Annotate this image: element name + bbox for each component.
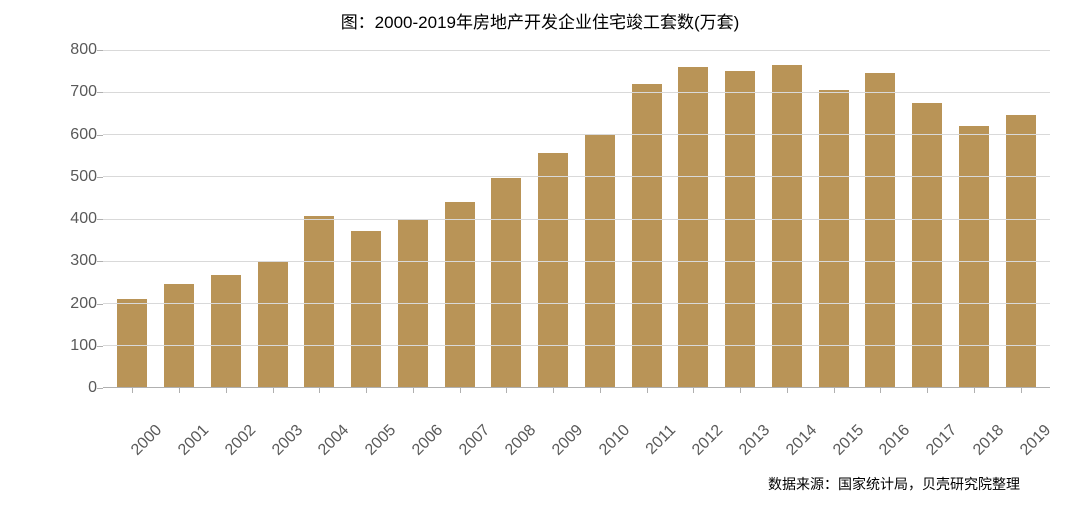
x-tick-mark — [740, 387, 741, 393]
x-tick-label: 2016 — [876, 422, 914, 460]
x-tick-label: 2000 — [128, 422, 166, 460]
data-source: 数据来源：国家统计局，贝壳研究院整理 — [768, 474, 1020, 494]
x-tick-mark — [553, 387, 554, 393]
bar — [164, 284, 194, 387]
x-tick-mark — [460, 387, 461, 393]
bar — [678, 67, 708, 387]
y-tick-mark — [97, 50, 103, 51]
x-tick-mark — [179, 387, 180, 393]
x-tick-label: 2006 — [409, 422, 447, 460]
x-tick-label: 2015 — [830, 422, 868, 460]
gridline — [103, 261, 1050, 262]
y-tick-label: 200 — [55, 295, 97, 313]
x-tick-mark — [600, 387, 601, 393]
gridline — [103, 176, 1050, 177]
x-tick-mark — [132, 387, 133, 393]
x-tick-mark — [974, 387, 975, 393]
bar — [725, 71, 755, 387]
gridline — [103, 345, 1050, 346]
bar — [538, 153, 568, 387]
y-tick-mark — [97, 177, 103, 178]
x-tick-mark — [693, 387, 694, 393]
plot-region: 2000200120022003200420052006200720082009… — [103, 50, 1050, 388]
chart-area: 2000200120022003200420052006200720082009… — [55, 50, 1050, 388]
x-tick-label: 2001 — [175, 422, 213, 460]
bar — [351, 231, 381, 387]
gridline — [103, 134, 1050, 135]
x-tick-label: 2014 — [783, 422, 821, 460]
bar — [211, 275, 241, 387]
x-tick-mark — [880, 387, 881, 393]
x-tick-label: 2004 — [315, 422, 353, 460]
bar — [117, 299, 147, 387]
bar — [1006, 115, 1036, 387]
x-tick-label: 2017 — [923, 422, 961, 460]
y-tick-label: 600 — [55, 126, 97, 144]
y-tick-mark — [97, 92, 103, 93]
y-tick-mark — [97, 135, 103, 136]
bar — [772, 65, 802, 387]
x-tick-mark — [927, 387, 928, 393]
y-tick-label: 0 — [55, 379, 97, 397]
x-tick-label: 2008 — [502, 422, 540, 460]
bar — [445, 202, 475, 387]
gridline — [103, 50, 1050, 51]
x-tick-label: 2012 — [689, 422, 727, 460]
x-tick-mark — [1021, 387, 1022, 393]
x-tick-mark — [226, 387, 227, 393]
gridline — [103, 219, 1050, 220]
bar — [959, 126, 989, 387]
y-tick-mark — [97, 219, 103, 220]
y-tick-label: 700 — [55, 83, 97, 101]
bar — [491, 178, 521, 387]
x-tick-label: 2013 — [736, 422, 774, 460]
bar — [304, 216, 334, 387]
x-tick-mark — [506, 387, 507, 393]
chart-title: 图：2000-2019年房地产开发企业住宅竣工套数(万套) — [0, 8, 1080, 33]
gridline — [103, 92, 1050, 93]
x-tick-label: 2007 — [456, 422, 494, 460]
y-tick-label: 300 — [55, 252, 97, 270]
x-tick-label: 2010 — [596, 422, 634, 460]
y-tick-mark — [97, 388, 103, 389]
x-tick-label: 2005 — [362, 422, 400, 460]
bar — [632, 84, 662, 387]
y-tick-mark — [97, 346, 103, 347]
x-tick-label: 2018 — [970, 422, 1008, 460]
y-tick-label: 400 — [55, 210, 97, 228]
x-tick-label: 2003 — [269, 422, 307, 460]
gridline — [103, 303, 1050, 304]
x-tick-mark — [319, 387, 320, 393]
y-tick-label: 500 — [55, 168, 97, 186]
x-tick-label: 2011 — [642, 422, 679, 459]
y-tick-label: 800 — [55, 41, 97, 59]
x-tick-mark — [647, 387, 648, 393]
y-tick-mark — [97, 304, 103, 305]
y-tick-mark — [97, 261, 103, 262]
y-tick-label: 100 — [55, 337, 97, 355]
x-tick-mark — [366, 387, 367, 393]
x-tick-label: 2002 — [222, 422, 260, 460]
bar — [258, 261, 288, 387]
x-tick-mark — [413, 387, 414, 393]
x-tick-mark — [834, 387, 835, 393]
bar — [865, 73, 895, 387]
x-tick-label: 2019 — [1017, 422, 1055, 460]
x-tick-mark — [273, 387, 274, 393]
x-tick-label: 2009 — [549, 422, 587, 460]
x-tick-mark — [787, 387, 788, 393]
